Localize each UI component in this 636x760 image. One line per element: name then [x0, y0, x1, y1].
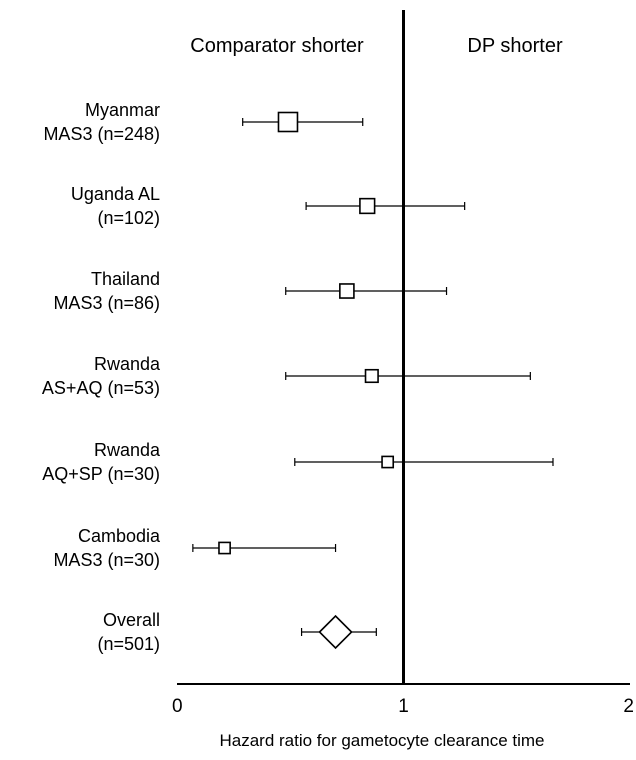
study-rows: Myanmar MAS3 (n=248) Uganda AL (n=102) Thail…	[42, 100, 554, 654]
study-name: Thailand	[91, 269, 160, 289]
point-estimate-square	[218, 541, 231, 555]
study-name: Cambodia	[78, 526, 161, 546]
study-name: Rwanda	[94, 354, 161, 374]
header-dp-shorter: DP shorter	[467, 35, 563, 57]
x-tick-label: 0	[172, 696, 183, 717]
point-estimate-square	[359, 197, 376, 215]
study-detail: AS+AQ (n=53)	[42, 378, 160, 398]
point-estimate-square	[277, 111, 299, 133]
x-axis: 0 1 2	[172, 10, 634, 717]
study-name: Uganda AL	[71, 184, 160, 204]
point-estimate-square	[381, 455, 395, 469]
overall-diamond	[318, 614, 353, 650]
study-detail: AQ+SP (n=30)	[42, 464, 160, 484]
study-detail: MAS3 (n=248)	[43, 124, 160, 144]
point-estimate-square	[339, 283, 355, 299]
x-tick-label: 1	[398, 696, 409, 717]
x-tick-label: 2	[623, 696, 634, 717]
x-axis-label: Hazard ratio for gametocyte clearance ti…	[219, 731, 544, 750]
study-detail: (n=102)	[97, 208, 160, 228]
header-comparator-shorter: Comparator shorter	[190, 35, 364, 57]
point-estimate-square	[364, 368, 379, 384]
study-name: Rwanda	[94, 440, 161, 460]
study-name: Myanmar	[85, 100, 160, 120]
study-detail: (n=501)	[97, 634, 160, 654]
study-detail: MAS3 (n=86)	[53, 293, 160, 313]
study-detail: MAS3 (n=30)	[53, 550, 160, 570]
study-name: Overall	[103, 610, 160, 630]
